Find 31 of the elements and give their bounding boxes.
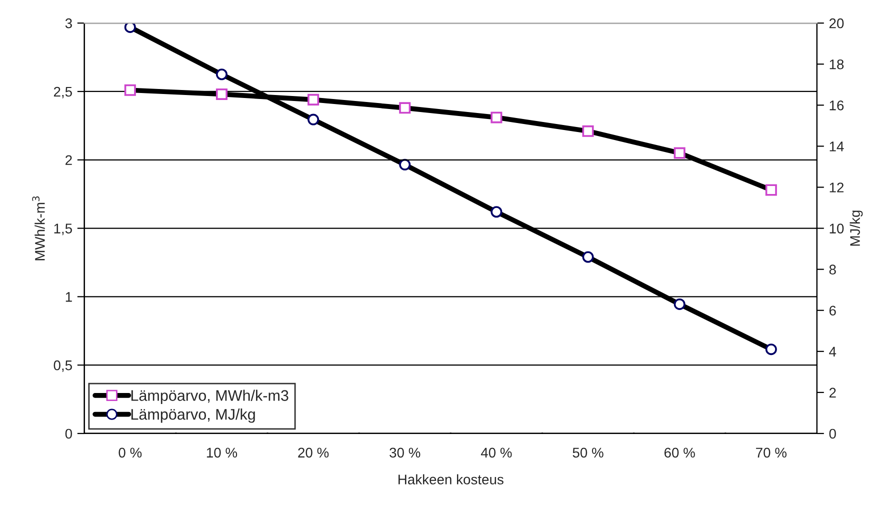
y-tick-label: 0,5 (54, 360, 72, 372)
y-tick-label: 2 (66, 155, 72, 165)
y-tick-label: 3 (65, 18, 72, 28)
y2-tick-label: 6 (829, 306, 836, 316)
legend-label: Lämpöarvo, MJ/kg (131, 408, 255, 423)
x-tick-label: 70 % (756, 448, 787, 458)
x-tick-label: 50 % (572, 448, 604, 458)
y-tick-label: 0 (65, 428, 72, 439)
legend-label: Lämpöarvo, MWh/k-m3 (131, 390, 288, 404)
y2-tick-label: 0 (829, 428, 836, 439)
y2-tick-label: 8 (829, 264, 836, 274)
y-tick-label: 1,5 (54, 224, 72, 236)
y2-tick-label: 10 (830, 224, 844, 234)
x-tick-label: 0 % (118, 448, 142, 458)
y-axis-title: MWh/k-m$^{3}$ (32, 196, 45, 260)
x-tick-label: 60 % (664, 448, 695, 458)
y2-tick-label: 18 (830, 59, 844, 70)
y-tick-label: 2,5 (54, 86, 72, 98)
y2-tick-label: 16 (830, 100, 844, 110)
y2-axis-title: MJ/kg (850, 210, 863, 246)
x-tick-label: 30 % (390, 448, 420, 458)
y-tick-label: 1 (66, 292, 72, 302)
x-axis-title: Hakkeen kosteus (398, 474, 504, 484)
x-tick-label: 40 % (480, 448, 512, 458)
x-tick-label: 10 % (206, 448, 238, 458)
y2-tick-label: 4 (829, 346, 836, 356)
x-tick-label: 20 % (298, 448, 329, 458)
y2-tick-label: 2 (829, 388, 836, 398)
y2-tick-label: 14 (830, 142, 844, 152)
y2-tick-label: 12 (830, 182, 844, 192)
y2-tick-label: 20 (829, 18, 844, 28)
